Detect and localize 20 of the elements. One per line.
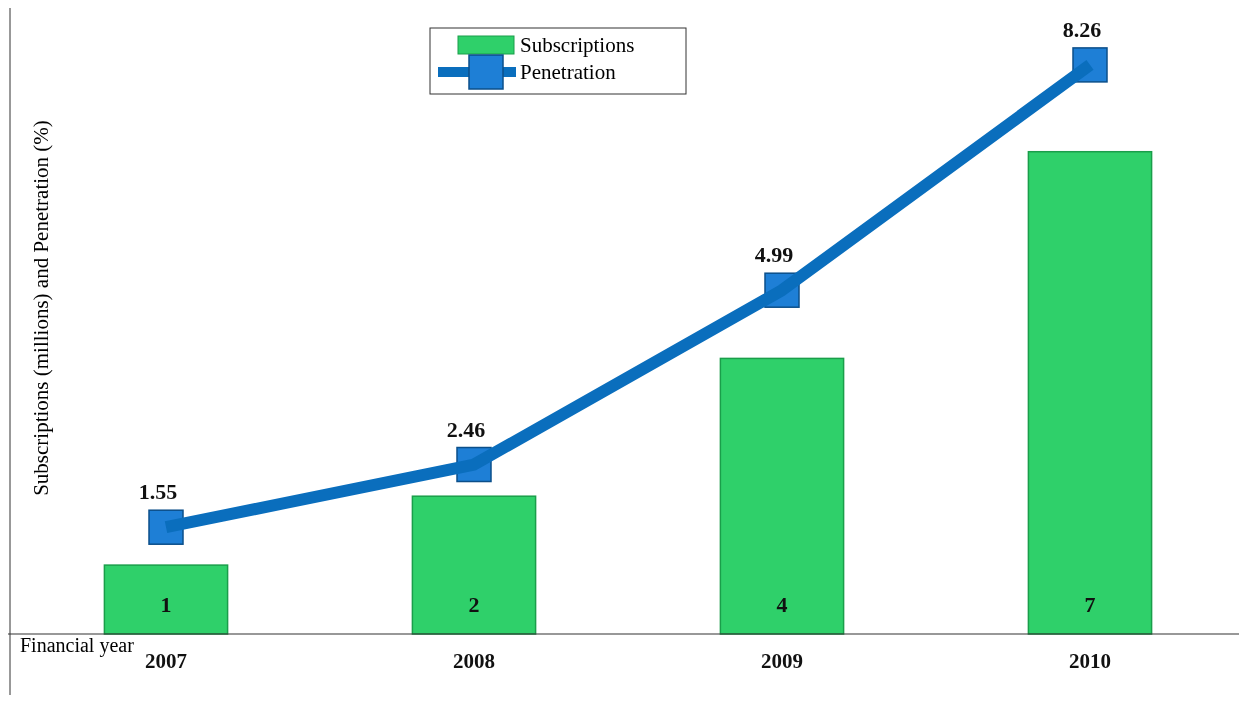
data-label: 8.26 xyxy=(1062,16,1102,42)
x-axis-title: Financial year xyxy=(20,634,135,657)
x-tick-label: 2009 xyxy=(761,649,803,673)
legend-label: Subscriptions xyxy=(520,33,635,57)
bar xyxy=(411,495,537,635)
x-tick-label: 2007 xyxy=(145,649,187,673)
y-axis-title: Subscriptions (millions) and Penetration (%) xyxy=(29,120,53,496)
data-label: 7 xyxy=(1084,592,1096,617)
data-label: 2 xyxy=(468,592,480,617)
x-tick-label: 2010 xyxy=(1069,649,1111,673)
legend-label: Penetration xyxy=(520,60,617,84)
data-label: 1 xyxy=(160,592,172,617)
bar xyxy=(1027,150,1153,635)
data-label: 1.55 xyxy=(138,479,178,505)
x-tick-label: 2008 xyxy=(453,649,495,673)
data-label: 4.99 xyxy=(754,242,794,268)
bar xyxy=(719,357,845,635)
data-label: 2.46 xyxy=(446,416,486,442)
bar xyxy=(103,564,229,635)
data-label: 4 xyxy=(776,592,788,617)
